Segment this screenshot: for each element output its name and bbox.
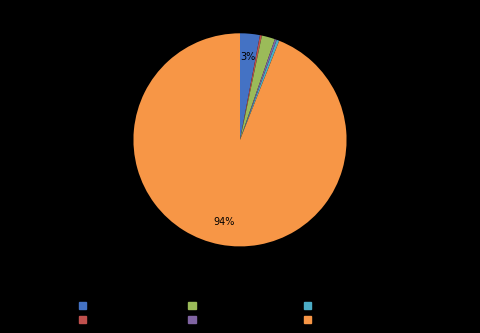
Wedge shape bbox=[240, 35, 262, 140]
Wedge shape bbox=[133, 33, 347, 246]
Text: 3%: 3% bbox=[240, 52, 255, 62]
Wedge shape bbox=[240, 33, 260, 140]
Text: 94%: 94% bbox=[214, 216, 235, 226]
Wedge shape bbox=[240, 36, 275, 140]
Legend: Wages & Salaries, Employee Benefits, Operating Expenses, Safety Net, Grants & Su: Wages & Salaries, Employee Benefits, Ope… bbox=[76, 299, 404, 327]
Wedge shape bbox=[240, 40, 279, 140]
Wedge shape bbox=[240, 39, 277, 140]
